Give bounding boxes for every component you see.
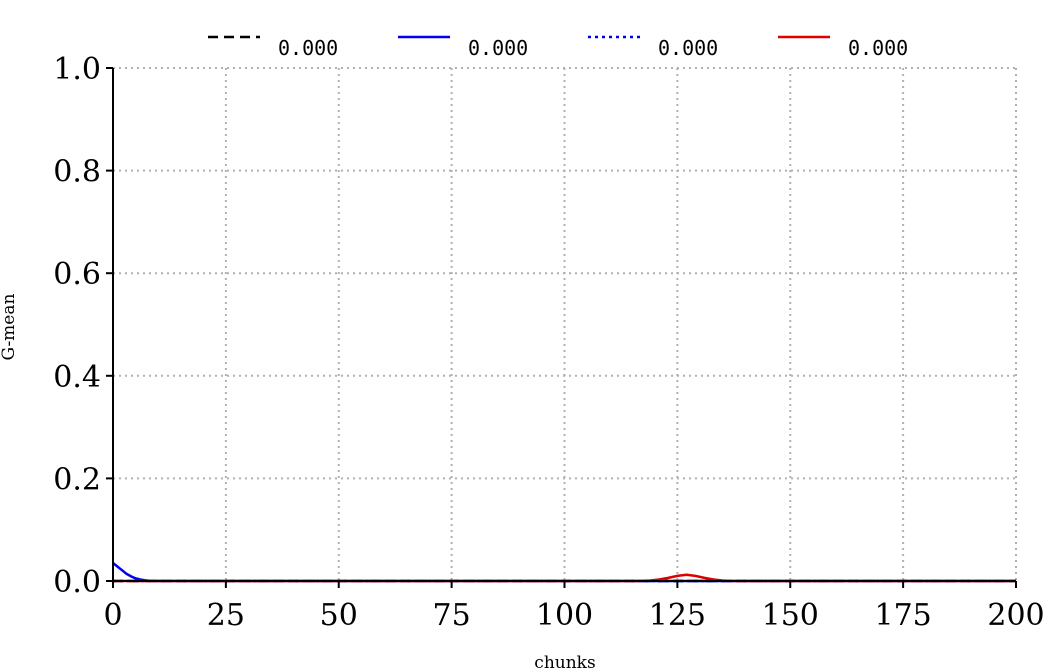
y-tick-label: 0.0 — [53, 565, 101, 600]
x-tick-label: 50 — [320, 598, 358, 633]
x-tick-label: 175 — [874, 598, 931, 633]
grid-lines — [113, 67, 1017, 581]
x-tick-label: 100 — [536, 598, 593, 633]
tick-labels: 0 25 50 75 100 125 150 175 200 0.0 0.2 0.4 0.6 0.8 1.0 — [53, 52, 1044, 633]
y-axis-title: G-mean — [0, 293, 19, 360]
x-tick-label: 125 — [649, 598, 706, 633]
x-tick-label: 150 — [762, 598, 819, 633]
x-tick-label: 200 — [987, 598, 1044, 633]
y-tick-label: 0.6 — [53, 257, 101, 292]
x-tick-label: 25 — [207, 598, 245, 633]
x-axis-title: chunks — [534, 653, 595, 672]
legend-label-1: 0.000 — [278, 36, 338, 60]
y-tick-label: 0.4 — [53, 360, 101, 395]
legend-label-4: 0.000 — [848, 36, 908, 60]
legend-label-3: 0.000 — [658, 36, 718, 60]
y-tick-label: 1.0 — [53, 52, 101, 87]
legend: 0.000 0.000 0.000 0.000 — [208, 35, 908, 60]
y-tick-label: 0.2 — [53, 462, 101, 497]
legend-label-2: 0.000 — [468, 36, 528, 60]
x-tick-label: 0 — [103, 598, 122, 633]
y-tick-label: 0.8 — [53, 155, 101, 190]
axes — [106, 67, 1017, 588]
x-tick-label: 75 — [433, 598, 471, 633]
